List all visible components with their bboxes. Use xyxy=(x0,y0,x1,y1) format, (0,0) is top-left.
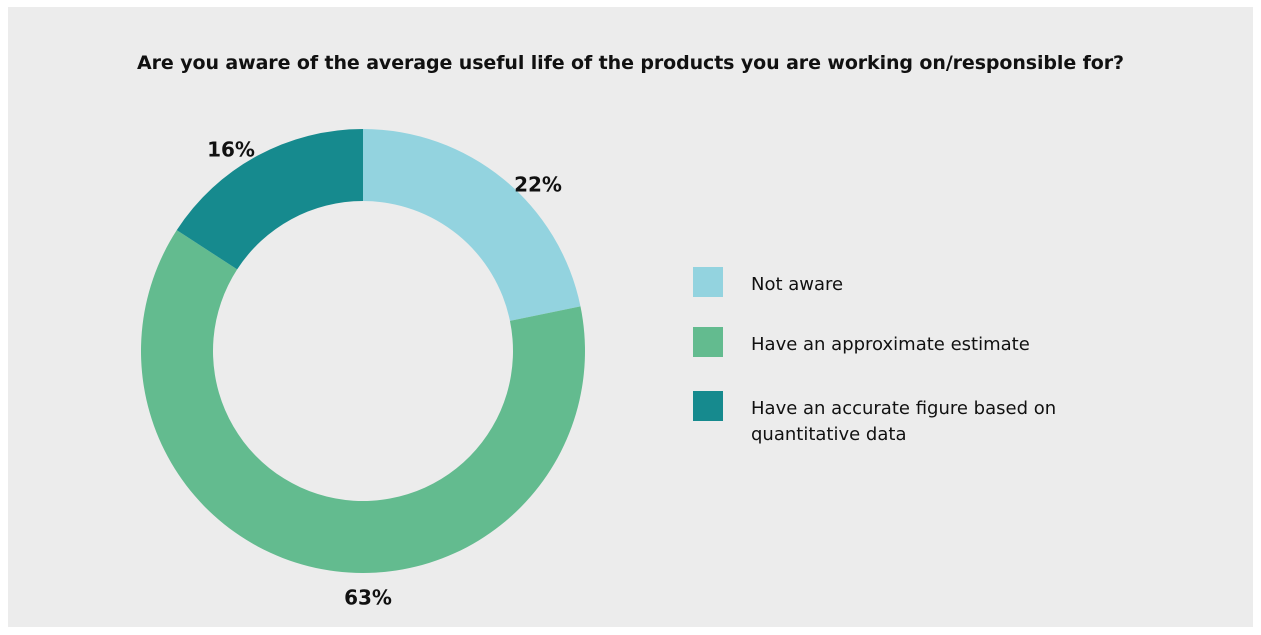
legend-label-accurate-figure: Have an accurate figure based on quantit… xyxy=(751,398,1057,445)
donut-slice-not-aware xyxy=(363,129,581,321)
donut-slice-approximate-estimate xyxy=(141,230,585,573)
data-label-not-aware: 22% xyxy=(514,173,562,197)
data-label-accurate-figure: 16% xyxy=(207,138,255,162)
donut-chart: 22% 63% 16% xyxy=(141,129,585,610)
donut-slice-accurate-figure xyxy=(176,129,363,270)
legend-label-approximate-estimate: Have an approximate estimate xyxy=(751,334,1030,355)
legend-label-not-aware: Not aware xyxy=(751,274,844,295)
legend-swatch-approximate-estimate xyxy=(693,327,723,357)
chart-panel: Are you aware of the average useful life… xyxy=(8,7,1253,627)
data-label-approximate-estimate: 63% xyxy=(344,586,392,610)
legend-swatch-accurate-figure xyxy=(693,391,723,421)
chart-title: Are you aware of the average useful life… xyxy=(137,52,1124,74)
legend-swatch-not-aware xyxy=(693,267,723,297)
